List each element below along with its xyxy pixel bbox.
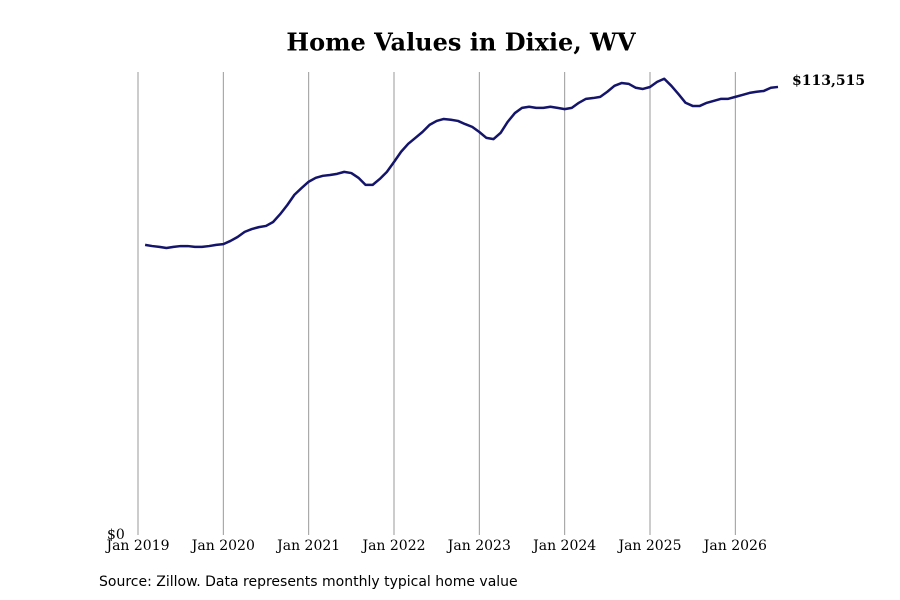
y-tick-label: $0 xyxy=(107,527,125,543)
x-tick-label: Jan 2021 xyxy=(275,538,340,554)
source-note: Source: Zillow. Data represents monthly … xyxy=(99,574,518,590)
chart-title: Home Values in Dixie, WV xyxy=(286,28,636,57)
x-tick-label: Jan 2023 xyxy=(446,538,511,554)
x-tick-label: Jan 2024 xyxy=(531,538,596,554)
x-tick-label: Jan 2025 xyxy=(616,538,681,554)
x-tick-label: Jan 2019 xyxy=(104,538,169,554)
x-tick-label: Jan 2022 xyxy=(360,538,425,554)
x-tick-label: Jan 2020 xyxy=(190,538,255,554)
series-line xyxy=(144,77,779,250)
end-value-label: $113,515 xyxy=(792,73,865,89)
x-tick-label: Jan 2026 xyxy=(702,538,767,554)
